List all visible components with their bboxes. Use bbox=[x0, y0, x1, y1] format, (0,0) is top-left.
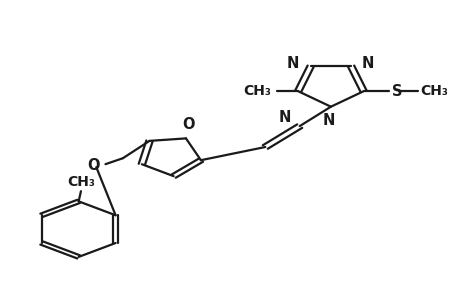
Text: CH₃: CH₃ bbox=[419, 84, 447, 98]
Text: CH₃: CH₃ bbox=[242, 84, 270, 98]
Text: S: S bbox=[392, 84, 402, 99]
Text: N: N bbox=[286, 56, 298, 71]
Text: O: O bbox=[87, 158, 100, 173]
Text: O: O bbox=[182, 117, 194, 132]
Text: N: N bbox=[360, 56, 373, 71]
Text: CH₃: CH₃ bbox=[67, 175, 95, 189]
Text: N: N bbox=[322, 113, 334, 128]
Text: N: N bbox=[279, 110, 291, 124]
